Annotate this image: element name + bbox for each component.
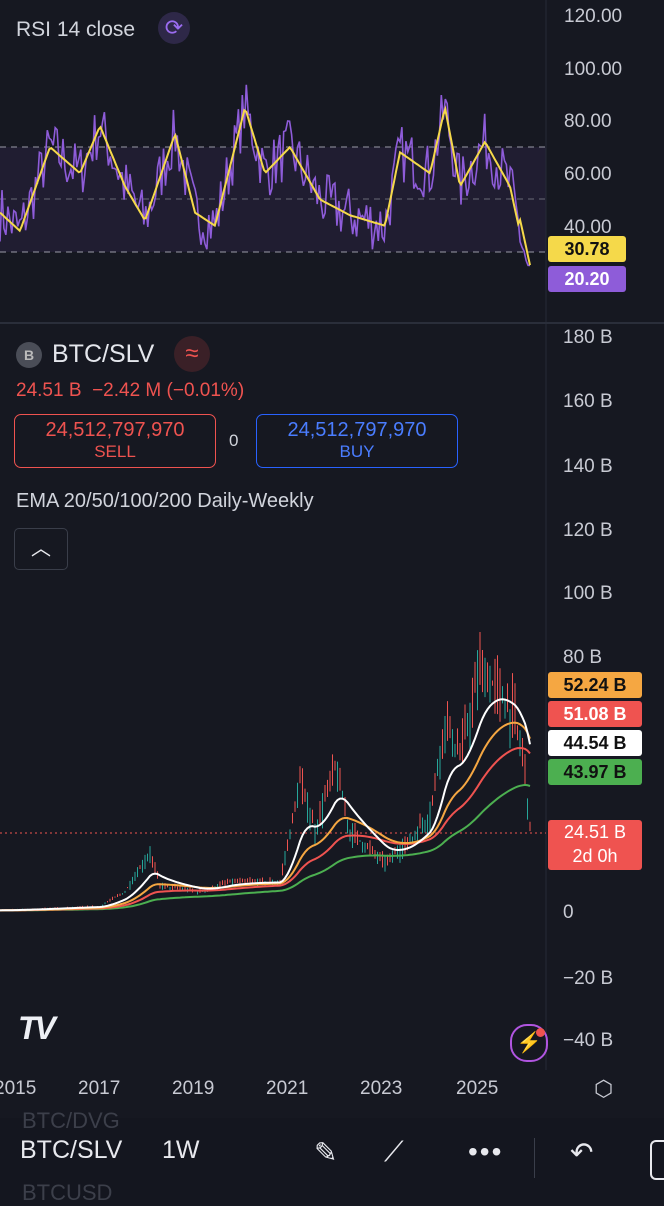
toolbar-divider bbox=[534, 1138, 535, 1178]
price-tick: 80 B bbox=[563, 647, 602, 668]
settings-icon[interactable]: ⬡ bbox=[594, 1076, 614, 1101]
price-change-row: 24.51 B −2.42 M (−0.01%) bbox=[16, 380, 244, 402]
last-price-tag-value: 24.51 B bbox=[563, 822, 627, 842]
sell-label: SELL bbox=[94, 442, 136, 461]
refresh-icon[interactable]: ⟳ bbox=[158, 12, 190, 44]
time-axis[interactable]: 2015 2017 2019 2021 2023 2025 ⬡ bbox=[0, 1070, 664, 1110]
time-tick: 2021 bbox=[266, 1078, 309, 1099]
last-price: 24.51 B bbox=[16, 380, 82, 401]
time-tick: 2017 bbox=[78, 1078, 121, 1099]
rsi-value-tag: 20.20 bbox=[548, 266, 626, 292]
compare-icon[interactable]: ≈ bbox=[174, 336, 210, 372]
price-tick: −40 B bbox=[563, 1030, 613, 1051]
price-change: −2.42 M (−0.01%) bbox=[92, 380, 245, 401]
candles bbox=[0, 632, 531, 912]
ema-200-tag: 43.97 B bbox=[548, 759, 642, 785]
lightning-icon[interactable]: ⚡ bbox=[510, 1024, 548, 1062]
rsi-chart: 120.00 100.00 80.00 60.00 40.00 bbox=[0, 0, 622, 322]
rsi-tick: 60.00 bbox=[564, 164, 612, 185]
price-tick: 100 B bbox=[563, 583, 613, 604]
time-tick: 2015 bbox=[0, 1078, 37, 1099]
drawing-tools-icon[interactable]: ⟋ bbox=[384, 1136, 404, 1167]
buy-button[interactable]: 24,512,797,970 BUY bbox=[256, 414, 458, 468]
price-tick: −20 B bbox=[563, 968, 613, 989]
rsi-tick: 120.00 bbox=[564, 6, 622, 27]
price-tick: 0 bbox=[563, 902, 574, 923]
pen-icon[interactable]: ✎ bbox=[314, 1137, 338, 1168]
fullscreen-icon[interactable] bbox=[650, 1140, 664, 1180]
rsi-ma-value-tag: 30.78 bbox=[548, 236, 626, 262]
symbol-selector[interactable]: BTC/SLV bbox=[20, 1136, 123, 1164]
rsi-title: RSI 14 close bbox=[16, 18, 136, 41]
ghost-symbol-above: BTC/DVG bbox=[22, 1108, 120, 1133]
spread: 0 bbox=[229, 431, 239, 450]
ghost-symbol-below: BTCUSD bbox=[22, 1180, 113, 1205]
ema-100-tag: 51.08 B bbox=[548, 701, 642, 727]
interval-selector[interactable]: 1W bbox=[162, 1136, 200, 1164]
buy-price: 24,512,797,970 bbox=[287, 419, 427, 441]
undo-icon[interactable]: ↶ bbox=[570, 1137, 594, 1168]
rsi-tick: 80.00 bbox=[564, 111, 612, 132]
pane-divider[interactable] bbox=[0, 322, 664, 324]
symbol-title[interactable]: BTC/SLV bbox=[52, 340, 155, 368]
last-price-tag: 24.51 B 2d 0h bbox=[548, 820, 642, 870]
sell-button[interactable]: 24,512,797,970 SELL bbox=[14, 414, 216, 468]
rsi-tick: 100.00 bbox=[564, 59, 622, 80]
price-tick: 180 B bbox=[563, 327, 613, 348]
ema-50-tag: 52.24 B bbox=[548, 672, 642, 698]
sell-price: 24,512,797,970 bbox=[45, 419, 185, 441]
rsi-tick: 40.00 bbox=[564, 217, 612, 238]
price-tick: 120 B bbox=[563, 520, 613, 541]
price-pane[interactable]: 180 B 160 B 140 B 120 B 100 B 80 B 0 −20… bbox=[0, 324, 664, 1070]
collapse-chevron-up-icon[interactable]: ︿ bbox=[14, 528, 68, 570]
price-tick: 160 B bbox=[563, 391, 613, 412]
price-chart: 180 B 160 B 140 B 120 B 100 B 80 B 0 −20… bbox=[0, 324, 613, 1070]
bar-countdown: 2d 0h bbox=[572, 846, 618, 866]
indicator-label[interactable]: EMA 20/50/100/200 Daily-Weekly bbox=[16, 490, 314, 512]
ema-20-line bbox=[0, 698, 531, 912]
price-tick: 140 B bbox=[563, 456, 613, 477]
time-tick: 2025 bbox=[456, 1078, 499, 1099]
ema-100-line bbox=[0, 746, 531, 912]
ema-200-line bbox=[0, 783, 531, 912]
buy-label: BUY bbox=[339, 442, 375, 461]
rsi-pane[interactable]: 120.00 100.00 80.00 60.00 40.00 RSI 14 c… bbox=[0, 0, 664, 322]
rsi-ma-line bbox=[0, 105, 531, 266]
time-tick: 2019 bbox=[172, 1078, 215, 1099]
more-icon[interactable]: ••• bbox=[468, 1136, 504, 1167]
tradingview-logo-icon[interactable]: TV bbox=[18, 1010, 56, 1046]
notification-dot bbox=[536, 1028, 545, 1037]
time-tick: 2023 bbox=[360, 1078, 403, 1099]
ema-20-tag: 44.54 B bbox=[548, 730, 642, 756]
bottom-toolbar bbox=[0, 1118, 664, 1200]
symbol-badge: B bbox=[16, 342, 42, 368]
